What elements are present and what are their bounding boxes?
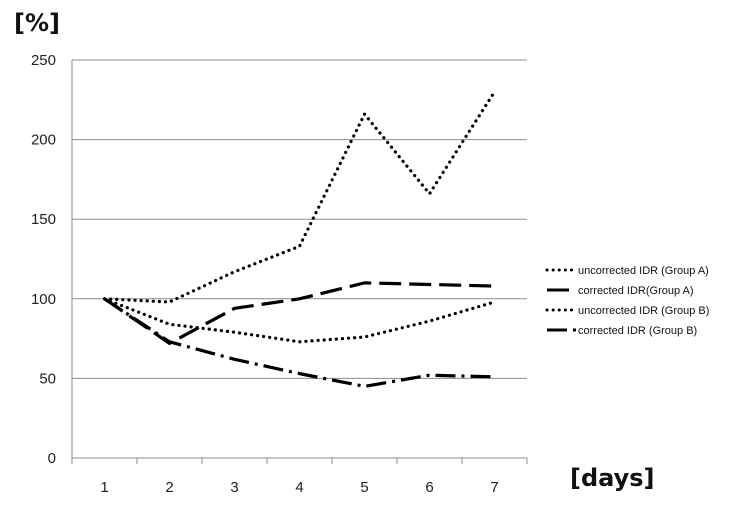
x-axis-title: [days] [570, 464, 655, 492]
series-line-1 [102, 90, 497, 304]
legend-label: corrected IDR(Group A) [578, 285, 694, 297]
series-line-3 [102, 297, 497, 344]
legend-label: uncorrected IDR (Group A) [578, 265, 709, 277]
legend-label: uncorrected IDR (Group B) [578, 305, 709, 317]
x-tick-label: 2 [165, 479, 173, 496]
y-tick-label: 100 [31, 291, 56, 308]
y-tick-label: 0 [48, 450, 56, 467]
legend: uncorrected IDR (Group A) corrected IDR(G… [545, 265, 709, 337]
legend-item: corrected IDR (Group B) [547, 325, 697, 337]
legend-item: corrected IDR(Group A) [547, 285, 694, 297]
y-axis-title: [%] [14, 9, 60, 37]
y-tick-label: 50 [39, 370, 56, 387]
legend-item: uncorrected IDR (Group A) [545, 265, 709, 277]
x-tick-label: 1 [100, 479, 108, 496]
x-tick-label: 6 [425, 479, 433, 496]
x-tick-label: 5 [360, 479, 368, 496]
y-tick-label: 250 [31, 52, 56, 69]
series-line-4 [103, 297, 495, 388]
y-tick-label: 150 [31, 211, 56, 228]
x-tick-label: 4 [295, 479, 303, 496]
legend-label: corrected IDR (Group B) [578, 325, 697, 337]
series-lines [102, 90, 497, 388]
x-tick-label: 7 [490, 479, 498, 496]
x-tick-label: 3 [230, 479, 238, 496]
grid-lines [72, 59, 527, 379]
y-tick-label: 200 [31, 132, 56, 149]
legend-item: uncorrected IDR (Group B) [545, 305, 709, 317]
series-line-2 [103, 281, 495, 345]
axes: 0 50 100 150 200 250 1 2 3 4 5 6 7 [31, 52, 528, 496]
